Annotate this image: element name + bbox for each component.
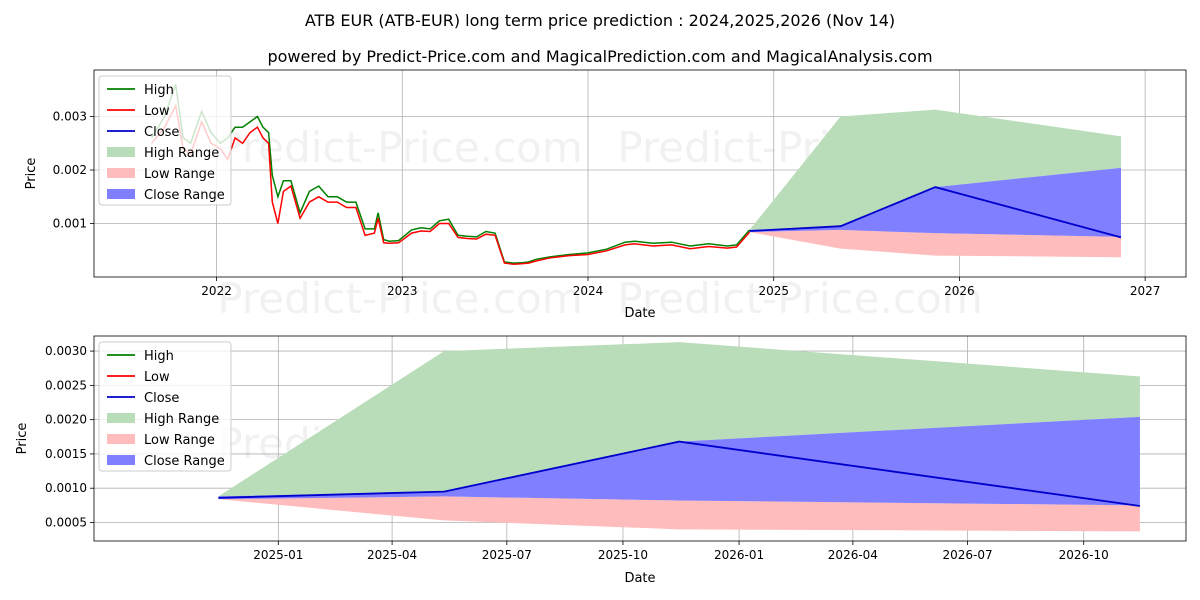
high-range-area [749,109,1121,230]
low-series-line [151,103,751,265]
x-tick-label: 2023 [387,284,418,298]
x-tick-label: 2026-10 [1059,548,1109,562]
legend-swatch-area [107,413,135,423]
x-tick-label: 2026-07 [943,548,993,562]
x-axis-label: Date [624,306,655,321]
y-tick-label: 0.0010 [45,481,87,495]
high-series-line [150,84,751,264]
x-tick-label: 2024 [573,284,604,298]
plot-frame [93,335,1187,542]
legend: High Low Close High Range Low Range Close Ran… [98,75,232,206]
x-tick-label: 2026-01 [714,548,764,562]
y-tick-label: 0.0030 [45,344,87,358]
legend-label: High [144,349,174,364]
high-range-area [218,342,1140,497]
x-tick-label: 2025-07 [482,548,532,562]
legend-swatch-area [107,147,135,157]
y-tick-label: 0.0025 [45,378,87,392]
legend-label: Close [144,391,179,406]
close-series-line [218,440,1141,507]
legend-label: Low Range [144,433,215,448]
y-axis-label: Price [15,423,30,455]
watermark-text: Predict-Price.com [217,123,582,172]
y-tick-label: 0.003 [53,110,87,124]
legend-label: High Range [144,412,219,427]
x-tick-label: 2026 [944,284,975,298]
y-tick-label: 0.0005 [45,515,87,529]
legend-swatch-area [107,455,135,465]
watermark-text: Predict-Price.com [217,274,582,323]
legend-label: High [144,83,174,98]
y-tick-label: 0.0015 [45,447,87,461]
y-tick-label: 0.001 [53,217,87,231]
bottom-forecast-chart: Predict-Price.comPredict-Price.com2025-0… [15,335,1187,586]
legend-label: Close Range [144,188,225,203]
close-range-area [218,416,1140,506]
legend-label: Close [144,125,179,140]
x-tick-label: 2025-10 [598,548,648,562]
x-tick-label: 2027 [1130,284,1161,298]
close-range-area [749,167,1121,237]
legend-label: Low Range [144,167,215,182]
legend-swatch-area [107,189,135,199]
low-range-area [218,496,1140,532]
close-series-line [749,186,1122,239]
legend-label: Low [144,370,170,385]
legend-swatch-area [107,168,135,178]
chart-title: ATB EUR (ATB-EUR) long term price predic… [305,11,895,30]
plot-frame [93,69,1187,278]
legend-label: Close Range [144,454,225,469]
chart-subtitle: powered by Predict-Price.com and Magical… [267,47,932,66]
x-tick-label: 2025-01 [253,548,303,562]
top-price-chart: Predict-Price.com Predict-Price.com Predic… [24,69,1187,323]
legend-label: Low [144,104,170,119]
legend: High Low Close High Range Low Range Close Ran… [98,341,232,472]
watermark-text: Predict-Price.com [617,274,982,323]
x-tick-label: 2022 [201,284,232,298]
y-tick-label: 0.002 [53,163,87,177]
legend-swatch-area [107,434,135,444]
x-tick-label: 2025-04 [367,548,417,562]
x-tick-label: 2025 [758,284,789,298]
legend-label: High Range [144,146,219,161]
low-range-area [749,229,1121,258]
y-tick-label: 0.0020 [45,413,87,427]
y-axis-label: Price [24,158,39,190]
x-axis-label: Date [624,571,655,586]
x-tick-label: 2026-04 [828,548,878,562]
